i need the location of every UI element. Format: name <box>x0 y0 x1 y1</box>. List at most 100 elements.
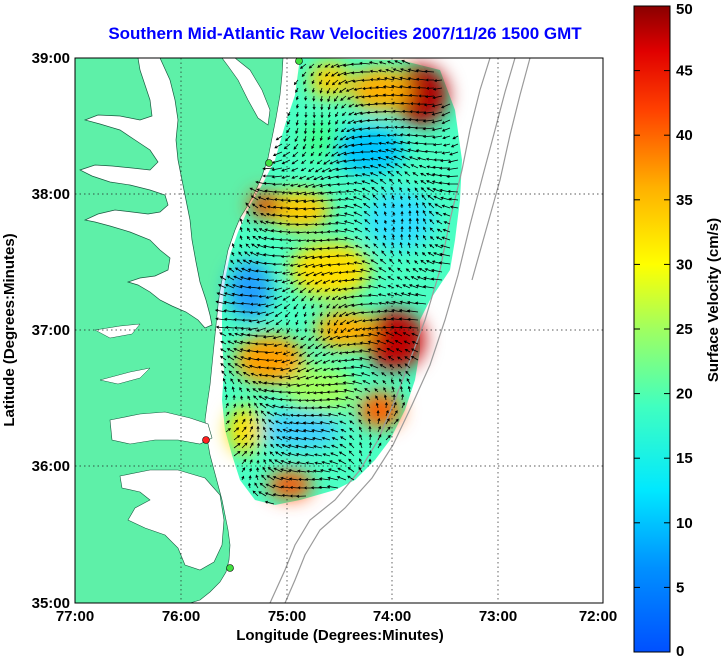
velocity-arrow <box>248 410 252 417</box>
velocity-arrow <box>323 159 331 165</box>
velocity-arrow <box>431 111 443 116</box>
velocity-arrow <box>375 85 387 89</box>
velocity-arrow <box>329 271 339 275</box>
velocity-arrow <box>322 367 331 371</box>
velocity-arrow <box>423 218 427 225</box>
velocity-arrow <box>360 150 371 154</box>
velocity-arrow <box>429 236 435 241</box>
velocity-arrow <box>241 450 248 457</box>
velocity-arrow <box>296 367 307 373</box>
velocity-arrow <box>393 401 397 409</box>
velocity-arrow <box>449 151 459 156</box>
velocity-arrow <box>337 467 347 473</box>
velocity-arrow <box>377 417 381 425</box>
velocity-arrow <box>311 207 323 211</box>
velocity-arrow <box>414 301 427 305</box>
velocity-arrow <box>317 63 323 68</box>
velocity-arrow <box>257 303 267 307</box>
velocity-arrow <box>264 492 275 497</box>
velocity-arrow <box>291 175 299 179</box>
velocity-arrow <box>311 263 323 268</box>
velocity-arrow <box>295 87 299 93</box>
velocity-arrow <box>320 271 331 276</box>
velocity-arrow <box>311 477 323 481</box>
velocity-arrow <box>358 285 371 289</box>
velocity-arrow <box>334 237 347 241</box>
velocity-arrow <box>347 95 355 100</box>
velocity-arrow <box>381 250 387 257</box>
velocity-arrow <box>283 143 291 150</box>
velocity-arrow <box>441 204 451 209</box>
velocity-arrow <box>266 287 275 291</box>
velocity-arrow <box>311 183 323 188</box>
velocity-arrow <box>446 182 459 186</box>
velocity-arrow <box>265 311 275 316</box>
y-tick-label: 37:00 <box>32 322 70 339</box>
velocity-arrow <box>406 259 411 265</box>
velocity-arrow <box>221 370 227 377</box>
velocity-arrow <box>329 343 339 348</box>
colorbar-tick-label: 25 <box>676 321 693 338</box>
velocity-arrow <box>278 375 291 379</box>
velocity-arrow <box>364 219 371 225</box>
velocity-arrow <box>335 213 347 217</box>
velocity-arrow <box>393 331 403 337</box>
velocity-arrow <box>373 243 379 249</box>
x-tick-label: 77:00 <box>56 608 94 625</box>
velocity-arrow <box>344 204 355 209</box>
velocity-arrow <box>328 214 339 218</box>
velocity-arrow <box>260 213 267 217</box>
velocity-arrow <box>337 79 347 85</box>
velocity-arrow <box>322 343 331 349</box>
velocity-arrow <box>293 303 299 310</box>
velocity-arrow <box>257 196 267 201</box>
velocity-arrow <box>404 349 411 353</box>
velocity-arrow <box>311 199 323 203</box>
velocity-arrow <box>322 335 331 341</box>
velocity-arrow <box>281 413 291 417</box>
velocity-arrow <box>295 452 307 457</box>
velocity-arrow <box>391 233 395 241</box>
velocity-arrow <box>249 442 254 449</box>
velocity-arrow <box>377 293 387 297</box>
velocity-arrow <box>330 63 339 68</box>
velocity-arrow <box>392 226 396 233</box>
velocity-arrow <box>435 236 443 241</box>
velocity-arrow <box>343 388 355 393</box>
velocity-arrow <box>393 418 399 425</box>
velocity-arrow <box>258 294 267 298</box>
velocity-arrow <box>399 140 411 145</box>
velocity-arrow <box>279 246 291 250</box>
velocity-arrow <box>246 210 251 217</box>
velocity-arrow <box>422 209 427 217</box>
velocity-field <box>222 58 462 505</box>
velocity-arrow <box>449 205 459 209</box>
velocity-arrow <box>274 451 283 457</box>
velocity-arrow <box>383 76 395 81</box>
velocity-arrow <box>396 170 403 177</box>
velocity-arrow <box>376 332 387 337</box>
velocity-arrow <box>286 230 299 234</box>
velocity-arrow <box>399 93 411 97</box>
velocity-arrow <box>248 475 252 481</box>
velocity-arrow <box>319 420 331 425</box>
velocity-arrow <box>368 61 379 65</box>
velocity-arrow <box>280 451 291 457</box>
velocity-arrow <box>344 396 355 401</box>
velocity-arrow <box>239 235 243 241</box>
pamlico-sound <box>119 469 225 571</box>
velocity-arrow <box>223 292 235 297</box>
velocity-arrow <box>335 119 339 125</box>
velocity-arrow <box>350 71 363 75</box>
velocity-arrow <box>377 149 387 153</box>
velocity-arrow <box>353 261 363 265</box>
velocity-arrow <box>392 109 403 113</box>
velocity-arrow <box>236 259 243 265</box>
velocity-arrow <box>383 227 387 233</box>
velocity-arrow <box>373 202 379 209</box>
velocity-arrow <box>377 284 387 289</box>
velocity-arrow <box>249 187 259 193</box>
velocity-arrow <box>362 195 371 201</box>
velocity-arrow <box>310 71 315 77</box>
